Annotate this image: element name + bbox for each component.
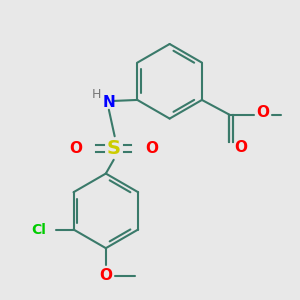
- Text: O: O: [99, 268, 112, 283]
- Text: O: O: [256, 105, 269, 120]
- Text: H: H: [92, 88, 101, 100]
- Text: O: O: [69, 140, 82, 155]
- Text: N: N: [103, 95, 115, 110]
- Text: O: O: [235, 140, 248, 154]
- Text: Cl: Cl: [31, 223, 46, 236]
- Text: O: O: [146, 140, 158, 155]
- Text: S: S: [107, 139, 121, 158]
